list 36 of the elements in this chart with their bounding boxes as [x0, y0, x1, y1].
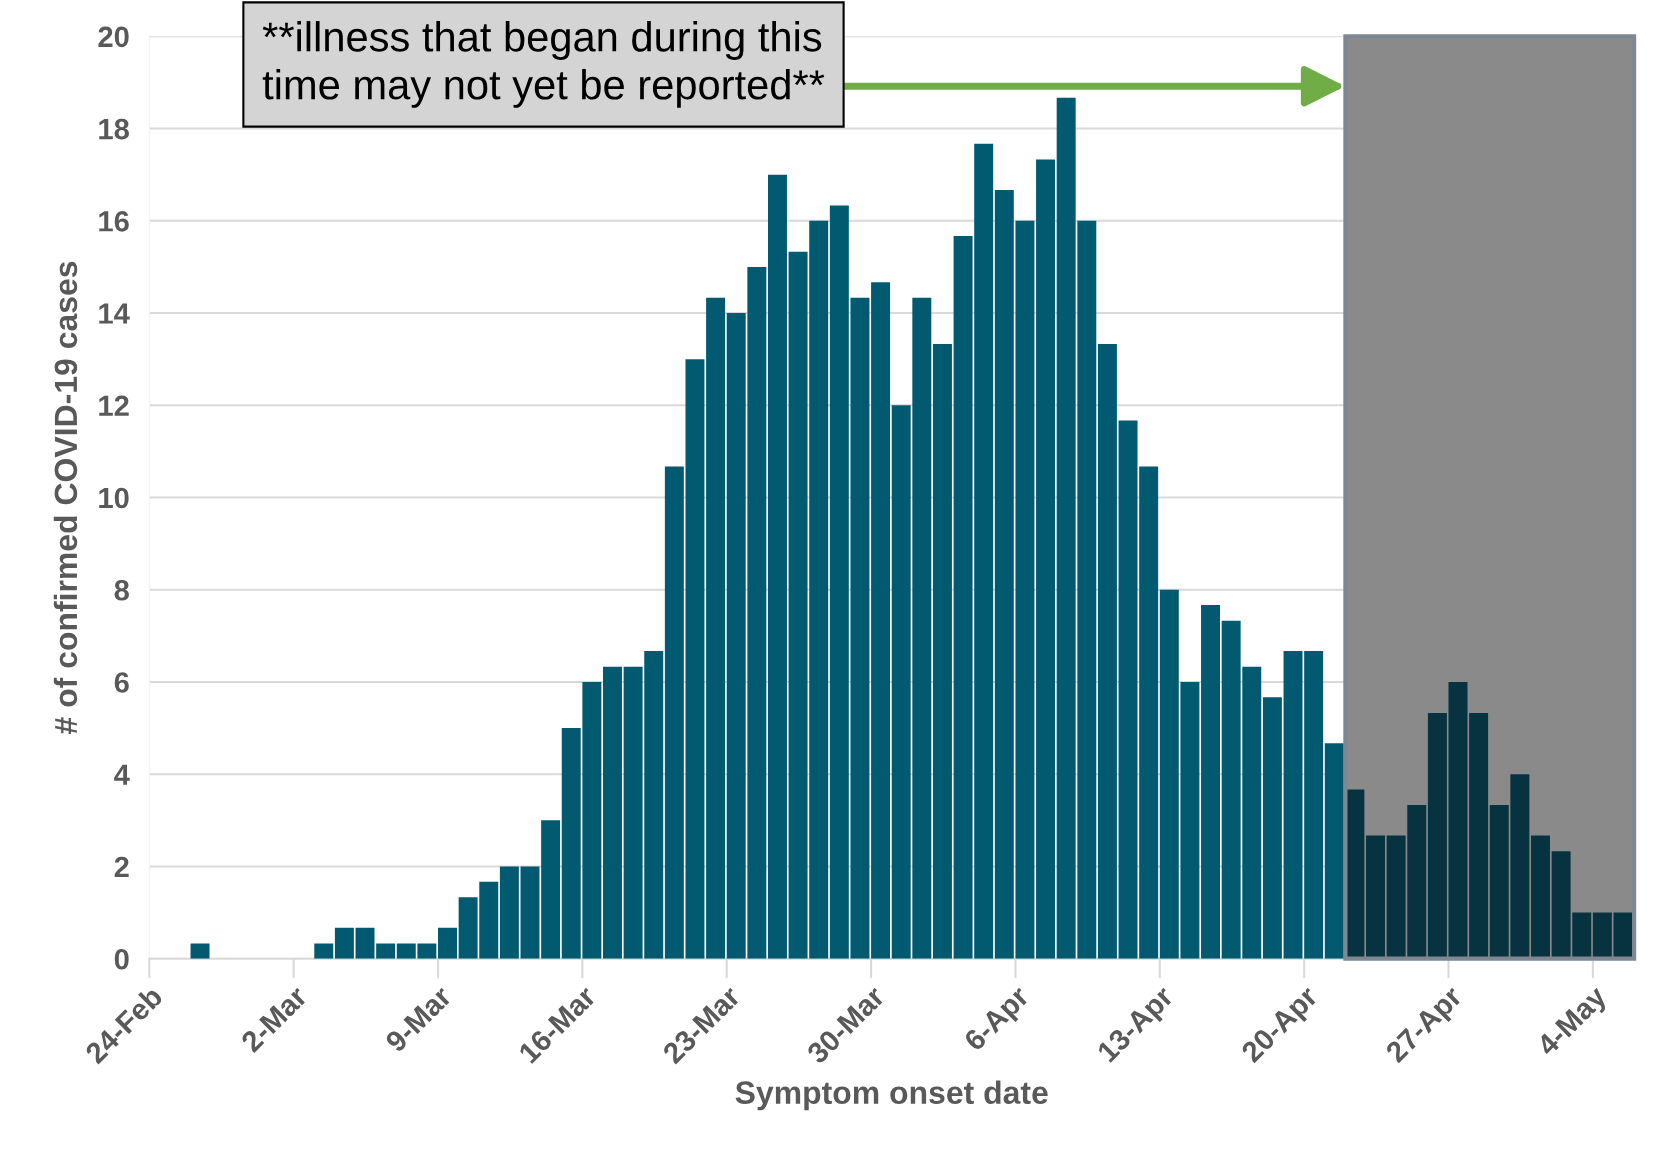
bar	[541, 820, 561, 959]
y-tick-label: 4	[114, 764, 130, 785]
x-axis-title: Symptom onset date	[735, 1080, 1048, 1111]
bar	[190, 943, 210, 959]
bar	[1324, 743, 1344, 959]
bar	[767, 174, 787, 959]
bar	[603, 666, 622, 959]
bar	[520, 866, 540, 959]
bar	[1366, 835, 1385, 959]
y-tick-label: 14	[99, 303, 130, 324]
bar	[1097, 343, 1117, 959]
bar	[1036, 159, 1056, 959]
bar	[499, 866, 519, 959]
y-tick-label: 10	[99, 487, 129, 509]
bar	[438, 927, 457, 959]
bar	[314, 943, 334, 959]
bar	[1427, 712, 1447, 959]
bar	[334, 927, 354, 959]
bar	[932, 343, 952, 959]
y-tick-label: 18	[99, 118, 129, 140]
text: **illness that began during this time may not yet be reported**	[262, 21, 825, 108]
y-tick-label: 8	[114, 579, 129, 601]
bar	[1448, 681, 1468, 959]
y-tick-label: 20	[98, 26, 129, 48]
bar	[1262, 697, 1282, 959]
bar	[871, 282, 891, 959]
bar	[1531, 835, 1550, 959]
y-tick-label: 6	[114, 672, 129, 693]
y-tick-label: 16	[99, 211, 129, 232]
y-tick-label: 2	[114, 856, 129, 878]
bar	[1201, 604, 1221, 959]
bar	[706, 297, 726, 959]
y-tick-label: 0	[114, 948, 129, 970]
y-tick-label: 12	[99, 395, 129, 416]
bar	[1469, 712, 1489, 959]
y-axis-title: # of confirmed COVID-19 cases	[53, 261, 78, 734]
